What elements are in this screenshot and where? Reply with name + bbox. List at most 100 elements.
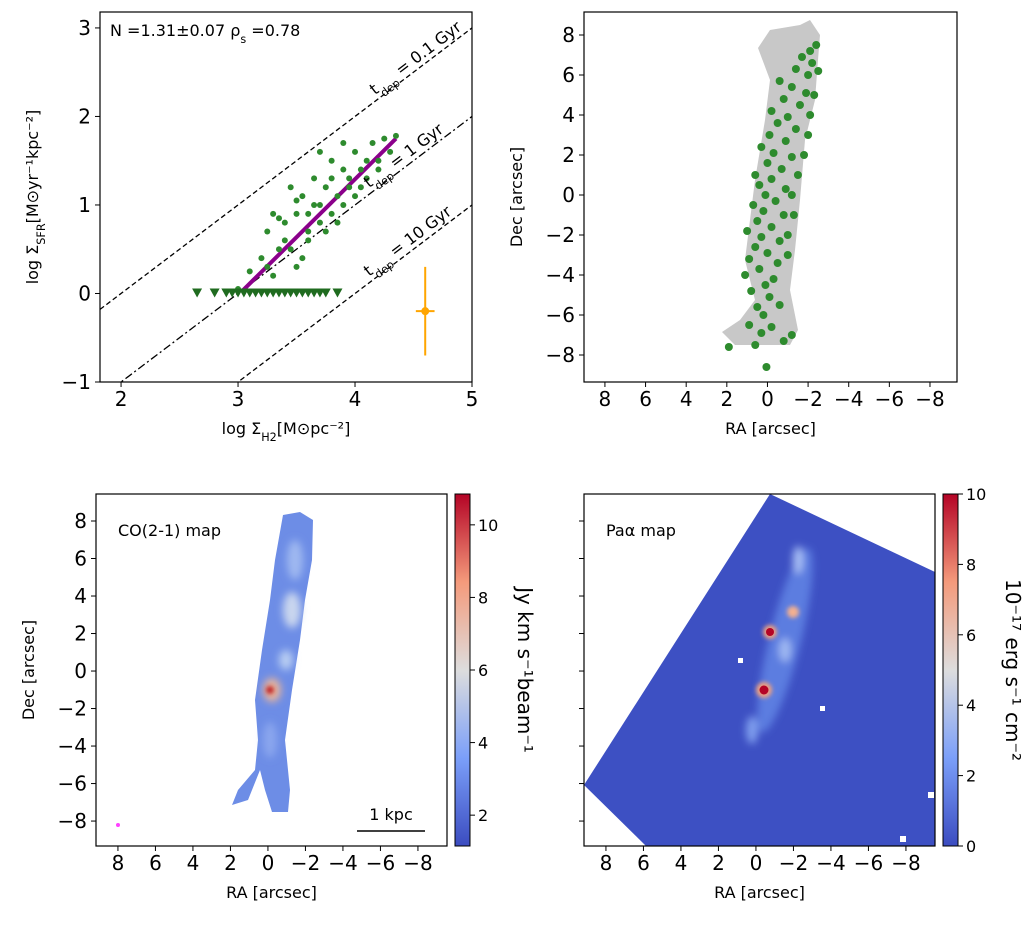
y-tick-label: 6	[562, 63, 575, 87]
co-map	[116, 512, 425, 832]
x-tick-label: 6	[149, 851, 162, 875]
point	[763, 159, 772, 167]
point	[747, 287, 756, 295]
point	[322, 228, 329, 235]
y-tick-label: 2	[78, 104, 91, 128]
x-tick-label: −8	[891, 851, 920, 875]
point	[334, 193, 341, 200]
label-part: [M⊙pc⁻²]	[277, 419, 351, 438]
point	[311, 175, 318, 182]
colorbar-tick-label: 8	[966, 555, 976, 574]
point	[787, 153, 796, 161]
upper-limit	[209, 288, 220, 298]
point	[775, 77, 784, 85]
axis-label: RA [arcsec]	[714, 883, 805, 902]
point	[763, 249, 772, 257]
label-part: =0.78	[246, 21, 300, 40]
colorbar-label: Jy km s⁻¹beam⁻¹	[513, 585, 537, 753]
colorbar	[455, 494, 470, 846]
point	[328, 210, 335, 217]
label-part: SFR	[35, 223, 48, 245]
point	[281, 219, 288, 226]
axis-label: RA [arcsec]	[725, 419, 816, 438]
axes-frame	[583, 11, 958, 383]
point	[352, 148, 359, 155]
colorbar-tick-label: 4	[966, 696, 976, 715]
x-tick-label: 8	[600, 851, 613, 875]
y-tick-label: −4	[546, 263, 575, 287]
x-tick-label: −8	[403, 851, 432, 875]
point	[270, 210, 277, 217]
y-tick-label: −2	[546, 223, 575, 247]
x-tick-label: 4	[680, 387, 693, 411]
axis-label: RA [arcsec]	[226, 883, 317, 902]
point	[293, 197, 300, 204]
point	[724, 343, 733, 351]
upper-limit	[320, 288, 331, 298]
point	[264, 263, 271, 270]
point	[789, 211, 798, 219]
point	[328, 175, 335, 182]
point	[264, 228, 271, 235]
point	[787, 83, 796, 91]
point	[334, 219, 341, 226]
point	[287, 246, 294, 253]
colorbar-tick-label: 10	[966, 485, 986, 504]
axis-label: log ΣSFR[M⊙yr⁻¹kpc⁻²]	[23, 110, 48, 285]
point	[258, 255, 265, 262]
y-tick-label: −8	[58, 809, 87, 833]
y-tick-label: 8	[562, 23, 575, 47]
point	[328, 157, 335, 164]
x-tick-label: 8	[112, 851, 125, 875]
axis-label: log ΣH2[M⊙pc⁻²]	[222, 419, 351, 444]
point	[762, 363, 771, 371]
point	[793, 171, 802, 179]
point	[767, 107, 776, 115]
point	[751, 341, 760, 349]
point	[791, 125, 800, 133]
point	[293, 263, 300, 270]
plot-area	[724, 41, 823, 371]
point	[806, 111, 815, 119]
y-tick-label: 6	[74, 547, 87, 571]
point	[751, 171, 760, 179]
axes-frame	[583, 493, 936, 847]
point	[281, 237, 288, 244]
paa-map	[584, 494, 935, 846]
point	[806, 47, 815, 55]
point	[322, 184, 329, 191]
point	[346, 175, 353, 182]
point	[305, 237, 312, 244]
y-tick-label: −6	[546, 303, 575, 327]
label-part: = 1 Gyr	[382, 119, 447, 175]
y-tick-label: 0	[78, 281, 91, 305]
point	[781, 185, 790, 193]
y-tick-label: 0	[74, 659, 87, 683]
point	[275, 246, 282, 253]
label-part: log Σ	[222, 419, 262, 438]
line-label: tdep = 1 Gyr	[360, 119, 451, 196]
colorbar-tick-label: 6	[478, 661, 488, 680]
point	[352, 193, 359, 200]
y-tick-label: 2	[74, 622, 87, 646]
y-tick-label: 4	[562, 103, 575, 127]
x-tick-label: 8	[599, 387, 612, 411]
x-tick-label: 0	[262, 851, 275, 875]
point	[757, 329, 766, 337]
point	[783, 231, 792, 239]
point	[773, 259, 782, 267]
point	[316, 219, 323, 226]
y-tick-label: −2	[58, 697, 87, 721]
y-tick-label: 3	[78, 16, 91, 40]
label-part: = 0.1 Gyr	[388, 17, 466, 82]
label-part: H2	[261, 431, 277, 444]
point	[299, 255, 306, 262]
point	[767, 323, 776, 331]
x-tick-label: 5	[466, 387, 479, 411]
colorbar-tick-label: 2	[966, 767, 976, 786]
point	[340, 140, 347, 147]
colorbar-tick-label: 0	[966, 837, 976, 856]
error-point	[421, 307, 430, 316]
x-tick-label: 6	[637, 851, 650, 875]
